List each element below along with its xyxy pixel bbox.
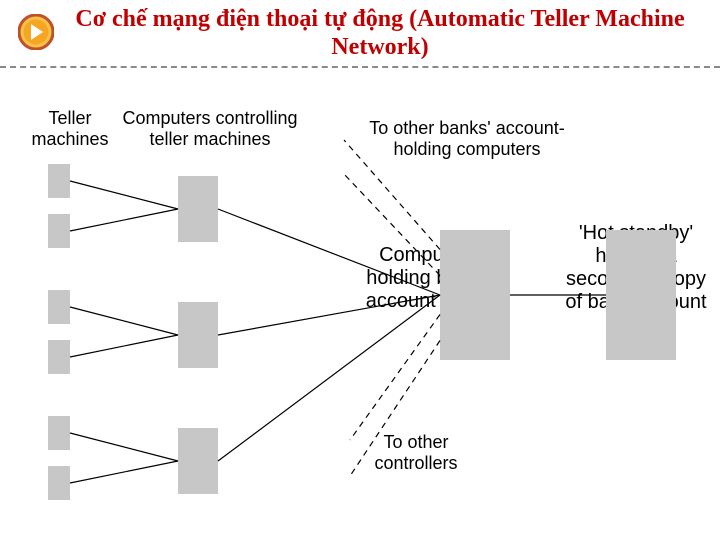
edge: [70, 461, 178, 483]
edges-layer: [0, 0, 720, 540]
edge: [218, 295, 440, 335]
edge: [218, 209, 440, 295]
edge: [70, 209, 178, 231]
edge: [70, 433, 178, 461]
edge: [70, 335, 178, 357]
edge: [70, 307, 178, 335]
edge: [344, 140, 440, 250]
edge: [344, 174, 440, 276]
edge: [218, 295, 440, 461]
edge: [350, 341, 440, 477]
edge: [350, 315, 440, 441]
edge: [70, 181, 178, 209]
slide: Cơ chế mạng điện thoại tự động (Automati…: [0, 0, 720, 540]
